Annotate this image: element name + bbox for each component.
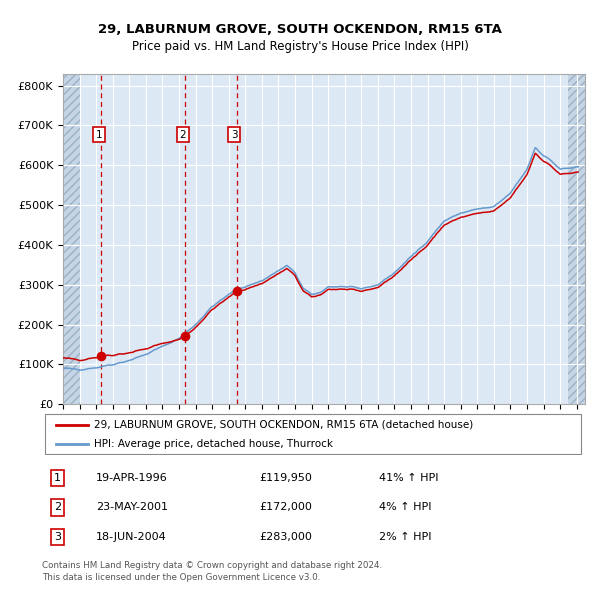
Text: 23-MAY-2001: 23-MAY-2001 — [97, 503, 168, 512]
FancyBboxPatch shape — [45, 414, 581, 454]
Text: 3: 3 — [54, 532, 61, 542]
Text: 29, LABURNUM GROVE, SOUTH OCKENDON, RM15 6TA (detached house): 29, LABURNUM GROVE, SOUTH OCKENDON, RM15… — [94, 420, 473, 430]
Text: This data is licensed under the Open Government Licence v3.0.: This data is licensed under the Open Gov… — [42, 572, 320, 582]
Text: £283,000: £283,000 — [259, 532, 312, 542]
Text: 19-APR-1996: 19-APR-1996 — [97, 473, 168, 483]
Text: 29, LABURNUM GROVE, SOUTH OCKENDON, RM15 6TA: 29, LABURNUM GROVE, SOUTH OCKENDON, RM15… — [98, 23, 502, 36]
Text: 41% ↑ HPI: 41% ↑ HPI — [379, 473, 438, 483]
Text: 1: 1 — [54, 473, 61, 483]
Point — [181, 331, 190, 340]
Text: 2: 2 — [179, 130, 186, 140]
Text: Contains HM Land Registry data © Crown copyright and database right 2024.: Contains HM Land Registry data © Crown c… — [42, 560, 382, 570]
Point — [97, 352, 106, 361]
Text: 2% ↑ HPI: 2% ↑ HPI — [379, 532, 431, 542]
Text: 3: 3 — [231, 130, 238, 140]
Text: 2: 2 — [53, 503, 61, 512]
Text: £172,000: £172,000 — [259, 503, 312, 512]
Text: 1: 1 — [95, 130, 102, 140]
Text: 18-JUN-2004: 18-JUN-2004 — [97, 532, 167, 542]
Text: Price paid vs. HM Land Registry's House Price Index (HPI): Price paid vs. HM Land Registry's House … — [131, 40, 469, 53]
Text: HPI: Average price, detached house, Thurrock: HPI: Average price, detached house, Thur… — [94, 439, 332, 449]
Text: 4% ↑ HPI: 4% ↑ HPI — [379, 503, 431, 512]
Point — [232, 287, 241, 296]
Text: £119,950: £119,950 — [259, 473, 312, 483]
